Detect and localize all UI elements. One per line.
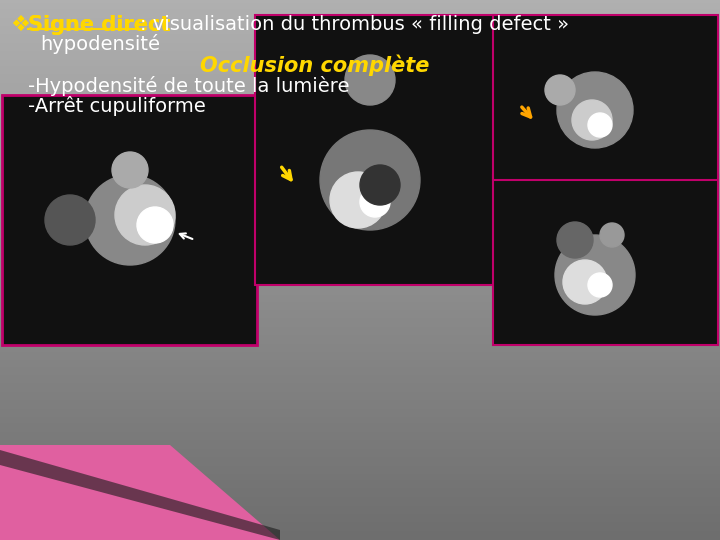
Circle shape xyxy=(545,75,575,105)
Circle shape xyxy=(330,172,386,228)
Circle shape xyxy=(563,260,607,304)
Text: -Arrêt cupuliforme: -Arrêt cupuliforme xyxy=(28,96,206,116)
FancyBboxPatch shape xyxy=(255,15,495,285)
Circle shape xyxy=(85,175,175,265)
Circle shape xyxy=(588,113,612,137)
Polygon shape xyxy=(0,450,280,540)
Circle shape xyxy=(112,152,148,188)
Circle shape xyxy=(115,185,175,245)
Circle shape xyxy=(557,222,593,258)
Circle shape xyxy=(137,207,173,243)
Circle shape xyxy=(360,187,390,217)
Text: ❖: ❖ xyxy=(10,15,30,35)
FancyBboxPatch shape xyxy=(493,15,718,180)
Text: -Hypodensité de toute la lumière: -Hypodensité de toute la lumière xyxy=(28,76,349,96)
Text: hypodensité: hypodensité xyxy=(40,34,160,54)
Text: Occlusion complète: Occlusion complète xyxy=(200,55,429,77)
Circle shape xyxy=(320,130,420,230)
Circle shape xyxy=(588,273,612,297)
FancyBboxPatch shape xyxy=(493,175,718,345)
Circle shape xyxy=(557,72,633,148)
Text: : visualisation du thrombus « filling defect »: : visualisation du thrombus « filling de… xyxy=(140,15,569,34)
FancyBboxPatch shape xyxy=(2,95,257,345)
Circle shape xyxy=(572,100,612,140)
Circle shape xyxy=(345,55,395,105)
Circle shape xyxy=(555,235,635,315)
Circle shape xyxy=(360,165,400,205)
Circle shape xyxy=(600,223,624,247)
Polygon shape xyxy=(0,445,280,540)
Text: Signe direct: Signe direct xyxy=(28,15,171,35)
Circle shape xyxy=(45,195,95,245)
Text: Signe direct: Signe direct xyxy=(28,15,171,35)
